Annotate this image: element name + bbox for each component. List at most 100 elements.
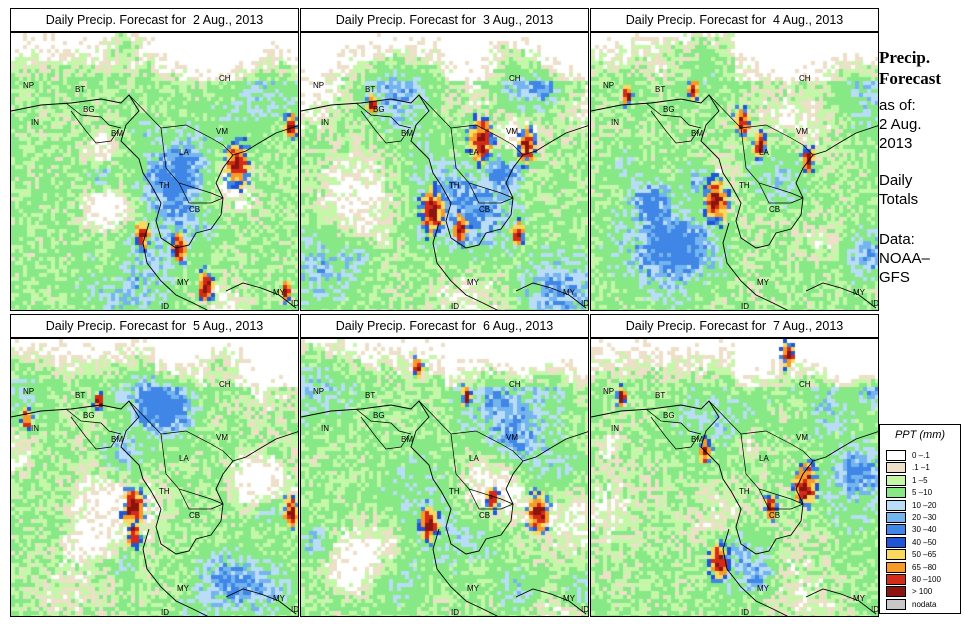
- country-label: MY: [467, 584, 480, 593]
- sidebar-heading: Precip. Forecast: [879, 47, 961, 89]
- legend-swatch: [886, 598, 906, 610]
- precip-raster: [301, 339, 588, 616]
- country-label: LA: [759, 454, 769, 463]
- map-overlay: NP BT BG IN BM CH VM LA TH CB MY ID MY ID: [301, 380, 588, 616]
- totals-label: Totals: [879, 191, 919, 208]
- precip-raster: [301, 33, 588, 310]
- country-label: TH: [739, 487, 750, 496]
- country-label: BG: [663, 105, 675, 114]
- precip-map: NP BT BG IN BM CH VM LA TH CB MY ID MY ID: [590, 32, 879, 311]
- country-label: ID: [291, 605, 298, 614]
- country-label: BM: [111, 129, 123, 138]
- country-label: MY: [853, 594, 866, 603]
- legend-swatch: [886, 499, 906, 511]
- country-label: BM: [691, 129, 703, 138]
- legend-label: 30 –40: [912, 525, 937, 535]
- heading-line-1: Precip.: [879, 48, 931, 67]
- country-label: BG: [373, 411, 385, 420]
- country-label: BM: [401, 435, 413, 444]
- panel-title: Daily Precip. Forecast for 6 Aug., 2013: [300, 314, 589, 338]
- country-label: IN: [321, 118, 329, 127]
- country-label: MY: [177, 278, 190, 287]
- country-border: [418, 94, 524, 156]
- country-label: CH: [799, 74, 811, 83]
- country-label: TH: [449, 181, 460, 190]
- precip-map: NP BT BG IN BM CH VM LA TH CB MY ID MY ID: [590, 338, 879, 617]
- legend-item: 5 –10: [886, 487, 958, 499]
- precip-raster: [11, 33, 298, 310]
- country-label: LA: [179, 148, 189, 157]
- country-label: VM: [796, 127, 808, 136]
- country-label: CB: [479, 205, 490, 214]
- country-label: ID: [741, 608, 749, 616]
- country-label: NP: [603, 387, 614, 396]
- data-source-line-1: NOAA–: [879, 250, 930, 267]
- legend-title: PPT (mm): [894, 429, 946, 441]
- legend-item: nodata: [886, 598, 958, 610]
- daily-totals-note: Daily Totals: [879, 171, 961, 209]
- legend-label: 20 –30: [912, 513, 937, 522]
- country-border: [758, 182, 804, 204]
- country-label: BG: [663, 411, 675, 420]
- country-label: BT: [655, 85, 665, 94]
- coastline: [11, 400, 298, 555]
- country-label: MY: [467, 278, 480, 287]
- legend-swatch: [886, 512, 906, 523]
- country-border: [650, 416, 700, 450]
- coastline: [591, 94, 878, 249]
- forecast-panel: Daily Precip. Forecast for 2 Aug., 2013 N…: [10, 8, 299, 311]
- country-label: BM: [691, 435, 703, 444]
- country-label: BT: [75, 391, 85, 400]
- country-label: CB: [189, 205, 200, 214]
- country-label: ID: [161, 608, 169, 616]
- map-overlay: NP BT BG IN BM CH VM LA TH CB MY ID MY ID: [591, 380, 878, 616]
- country-border: [70, 110, 120, 144]
- panel-title: Daily Precip. Forecast for 3 Aug., 2013: [300, 8, 589, 32]
- data-source: Data: NOAA– GFS: [879, 230, 961, 287]
- country-label: TH: [159, 181, 170, 190]
- country-label: NP: [313, 81, 324, 90]
- country-border: [758, 488, 804, 510]
- country-label: LA: [469, 148, 479, 157]
- legend-item: 10 –20: [886, 499, 958, 511]
- forecast-panel: Daily Precip. Forecast for 3 Aug., 2013 N…: [300, 8, 589, 311]
- country-border: [450, 433, 514, 505]
- legend-swatch: [886, 561, 906, 573]
- country-border: [160, 433, 224, 505]
- country-label: CH: [219, 380, 231, 389]
- precip-raster: [591, 33, 878, 310]
- coastline: [301, 94, 588, 249]
- legend-item: 40 –50: [886, 536, 958, 548]
- country-label: VM: [506, 433, 518, 442]
- precip-raster: [11, 339, 298, 616]
- country-label: ID: [871, 605, 878, 614]
- forecast-panel: Daily Precip. Forecast for 5 Aug., 2013 N…: [10, 314, 299, 617]
- country-label: ID: [741, 302, 749, 310]
- country-label: CB: [769, 511, 780, 520]
- country-label: VM: [216, 127, 228, 136]
- legend-swatch: [886, 536, 906, 548]
- heading-line-2: Forecast: [879, 69, 941, 88]
- country-label: BT: [655, 391, 665, 400]
- legend-item: 0 –.1: [886, 450, 958, 461]
- forecast-panel: Daily Precip. Forecast for 6 Aug., 2013 N…: [300, 314, 589, 617]
- legend-swatch: [886, 549, 906, 561]
- coastline: [515, 588, 587, 615]
- country-label: IN: [321, 424, 329, 433]
- country-label: BM: [111, 435, 123, 444]
- as-of-year: 2013: [879, 135, 913, 152]
- country-label: LA: [179, 454, 189, 463]
- precip-map: NP BT BG IN BM CH VM LA TH CB MY ID MY ID: [300, 338, 589, 617]
- country-label: LA: [469, 454, 479, 463]
- coastline: [11, 94, 298, 249]
- precip-map: NP BT BG IN BM CH VM LA TH CB MY ID MY ID: [10, 32, 299, 311]
- country-border: [650, 110, 700, 144]
- country-label: VM: [796, 433, 808, 442]
- country-border: [65, 102, 122, 129]
- map-overlay: NP BT BG IN BM CH VM LA TH CB MY ID MY ID: [591, 74, 878, 310]
- legend-label: 65 –80: [912, 562, 937, 572]
- legend-item: 80 –100: [886, 574, 958, 585]
- country-label: MY: [757, 584, 770, 593]
- country-border: [708, 400, 814, 462]
- legend-swatch: [886, 586, 906, 598]
